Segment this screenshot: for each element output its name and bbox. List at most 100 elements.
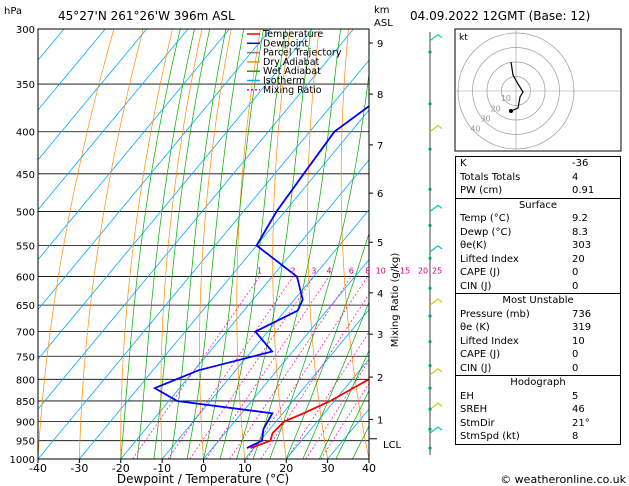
index-label: K (460, 158, 467, 169)
hodograph-stat-value: 46 (572, 404, 585, 415)
wind-level-dot (428, 364, 432, 368)
dry-adiabat (272, 29, 291, 459)
mixing-ratio-value: 20 (418, 267, 428, 276)
y-tick-label: 500 (16, 207, 35, 218)
wind-level-dot (428, 286, 432, 290)
isotherm-line (38, 29, 272, 311)
wet-adiabat (153, 29, 211, 459)
hodograph-stat-value: 5 (572, 390, 579, 402)
most-unstable-label: Lifted Index (460, 335, 519, 347)
legend-entry: Parcel Trajectory (263, 48, 342, 59)
wind-level-dot (428, 446, 432, 450)
isotherm-line (38, 29, 354, 410)
y-tick-label: 800 (16, 375, 35, 386)
wet-adiabat (120, 29, 181, 459)
mixing-ratio-line (246, 276, 368, 459)
most-unstable-row: CAPE (J) 0 (456, 348, 620, 362)
dry-adiabat (405, 29, 452, 459)
km-tick-label: 8 (377, 90, 383, 101)
mixing-ratio-value: 4 (326, 267, 331, 276)
hodograph-ring-label: 20 (491, 104, 501, 113)
y-tick-label: 300 (16, 25, 35, 36)
hodograph-box (454, 28, 622, 152)
y-tick-label: 350 (16, 80, 35, 91)
surface-label: Temp (°C) (460, 213, 510, 224)
wind-level-dot (428, 314, 432, 318)
legend-entry: Wet Adiabat (263, 66, 321, 77)
hodograph-stat-value: 8 (572, 431, 579, 442)
lcl-label: LCL (383, 440, 402, 451)
asl-label: ASL (374, 18, 393, 29)
legend-entry: Temperature (262, 29, 323, 40)
isotherm-line (203, 258, 369, 459)
most-unstable-label: CIN (J) (460, 362, 492, 374)
y-tick-label: 900 (16, 417, 35, 428)
x-tick-label: 20 (279, 462, 293, 475)
x-tick-label: -40 (29, 462, 47, 475)
surface-row: CAPE (J) 0 (456, 266, 620, 280)
most-unstable-row: Lifted Index 10 (456, 335, 620, 349)
dry-adiabat (160, 29, 203, 459)
y-tick-label: 650 (16, 301, 35, 312)
isotherm-line (38, 29, 106, 111)
wet-adiabat (252, 29, 341, 459)
mixing-ratio-line (132, 276, 260, 459)
isotherm-line (161, 209, 369, 459)
surface-value: 0 (572, 267, 579, 278)
mixing-ratio-line (229, 276, 352, 459)
y-tick-label: 1000 (10, 455, 35, 466)
wind-level-dot (428, 427, 432, 431)
km-tick-label: 6 (377, 189, 383, 200)
surface-label: Dewp (°C) (460, 226, 512, 238)
wet-adiabat (170, 29, 227, 459)
hodograph-stat-label: EH (460, 390, 474, 402)
wind-barb (429, 426, 443, 434)
wet-adiabat (335, 389, 369, 459)
hodograph-ring-label: 30 (480, 114, 490, 123)
hodograph-unit: kt (459, 33, 468, 43)
mixing-ratio-value: 3 (311, 267, 316, 276)
wind-level-dot (428, 50, 432, 54)
hodograph-stat-row: StmSpd (kt) 8 (456, 430, 620, 444)
wind-level-dot (428, 187, 432, 191)
index-value: -36 (572, 158, 589, 169)
surface-value: 303 (572, 240, 592, 251)
hodograph-ring-label: 10 (501, 94, 511, 103)
y-tick-label: 750 (16, 352, 35, 363)
mixing-ratio-label: Mixing Ratio (g/kg) (390, 253, 401, 348)
surface-row: Lifted Index 20 (456, 253, 620, 267)
y-tick-label: 550 (16, 241, 35, 252)
surface-value: 0 (572, 280, 579, 292)
wet-adiabat (285, 232, 369, 459)
most-unstable-value: 0 (572, 362, 579, 374)
wet-adiabat (236, 29, 312, 459)
x-tick-label: 30 (321, 462, 335, 475)
dry-adiabat (120, 29, 173, 459)
mixing-ratio-value: 10 (376, 267, 386, 276)
hodograph-ring-label: 40 (470, 125, 480, 134)
wind-level-dot (428, 147, 432, 151)
index-value: 4 (572, 171, 579, 183)
wind-barb (429, 204, 443, 212)
wind-barb (429, 298, 443, 306)
index-row: Totals Totals 4 (456, 171, 620, 185)
mixing-ratio-value: 6 (349, 267, 354, 276)
index-label: PW (cm) (460, 185, 503, 196)
index-row: PW (cm) 0.91 (456, 184, 620, 198)
isotherm-line (38, 29, 189, 211)
surface-header: Surface (456, 197, 620, 213)
hodograph-trace (510, 61, 524, 112)
wet-adiabat (136, 29, 195, 459)
wind-level-dot (428, 340, 432, 344)
wind-level-dot (428, 256, 432, 260)
km-tick-label: 3 (377, 330, 383, 341)
km-tick-label: 9 (377, 39, 383, 50)
most-unstable-row: Pressure (mb) 736 (456, 308, 620, 322)
most-unstable-value: 736 (572, 308, 592, 320)
mixing-ratio-line (167, 276, 294, 459)
x-tick-label: 0 (200, 462, 207, 475)
x-tick-label: -30 (70, 462, 88, 475)
mixing-ratio-value: 15 (400, 267, 410, 276)
wet-adiabat (302, 301, 369, 459)
